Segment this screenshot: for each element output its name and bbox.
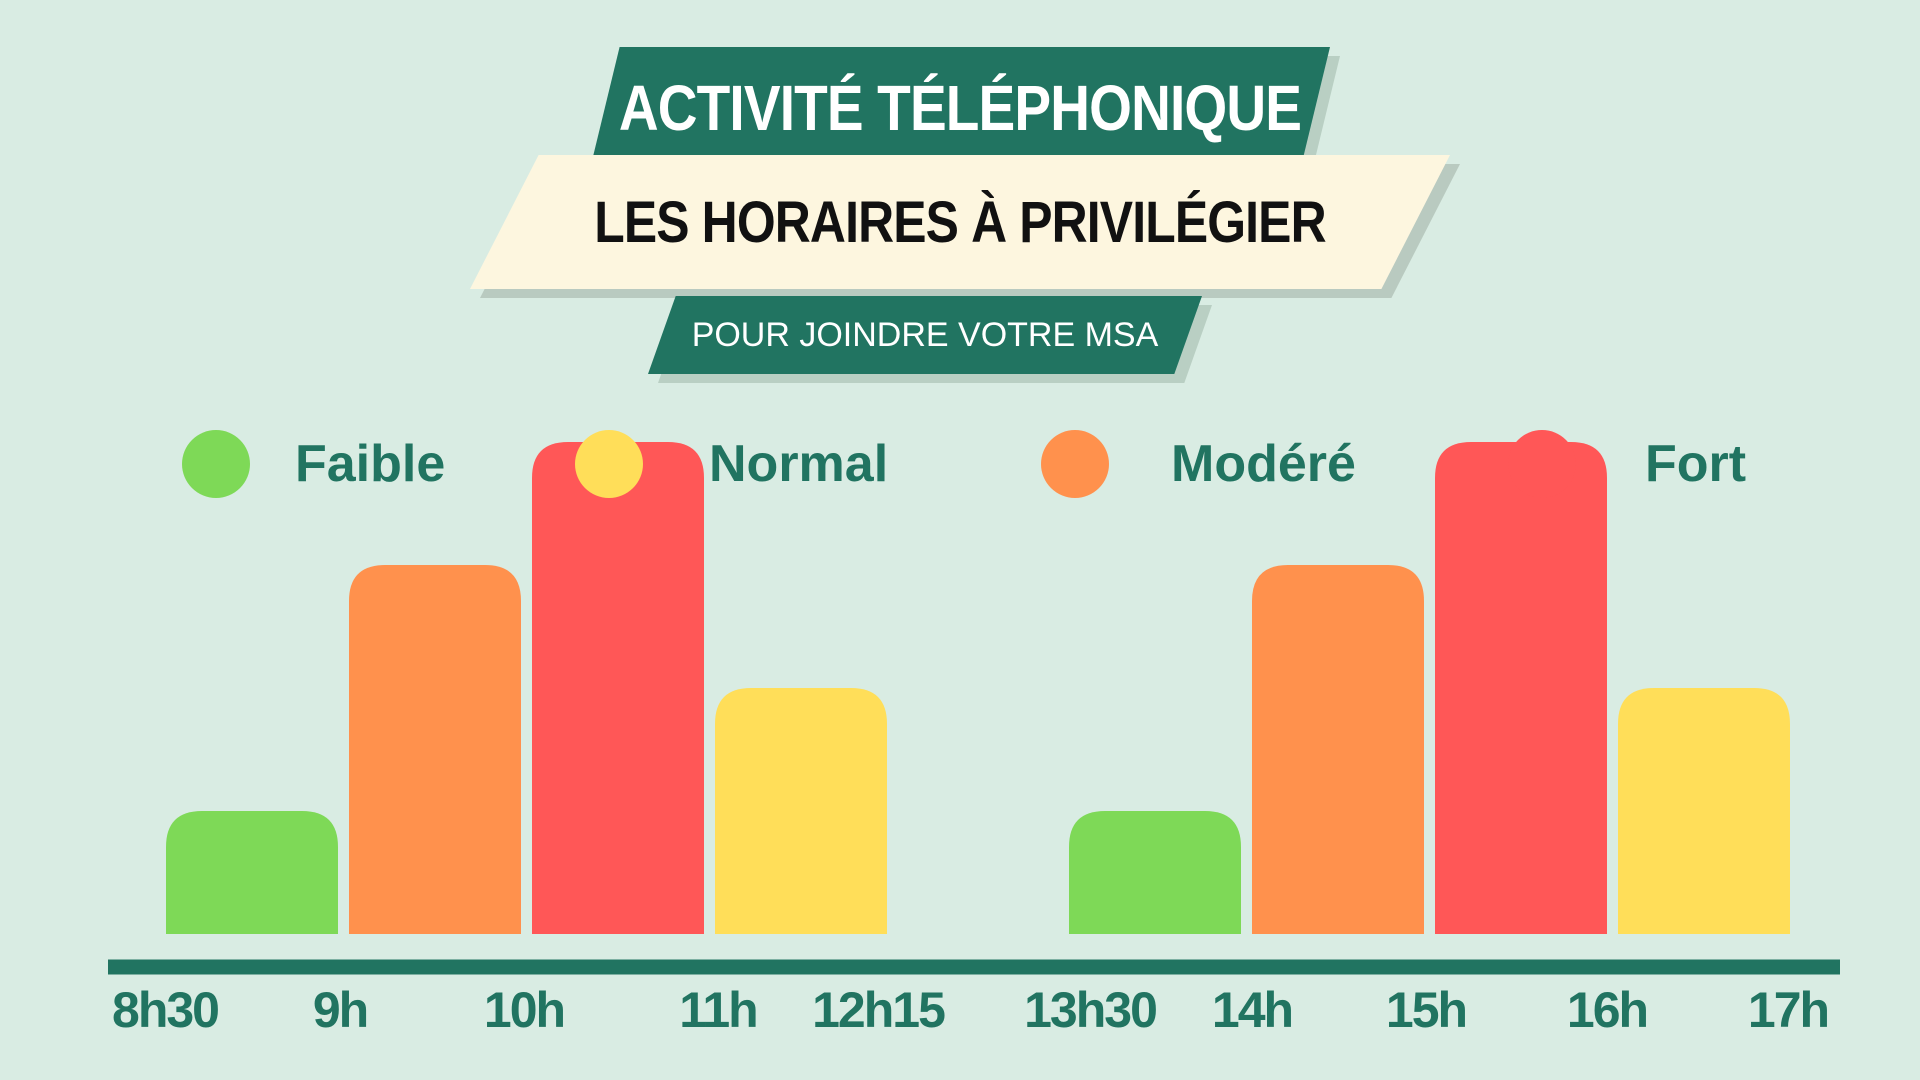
legend-dot-fort [1508,430,1576,498]
subtitle-banner: LES HORAIRES À PRIVILÉGIER [470,155,1460,298]
legend-label-fort: Fort [1645,435,1747,493]
legend-dot-normal [575,430,643,498]
bar-15h-16h-fort [1435,442,1607,934]
page-subtitle: LES HORAIRES À PRIVILÉGIER [594,189,1326,255]
tagline-banner: POUR JOINDRE VOTRE MSA [648,296,1212,383]
tick-label-10h: 10h [484,982,564,1038]
bar-16h-17h-normal [1618,688,1790,934]
bar-10h-11h-fort [532,442,704,934]
tick-label-17h: 17h [1748,982,1828,1038]
tagline: POUR JOINDRE VOTRE MSA [691,315,1159,354]
tick-label-13h30: 13h30 [1024,982,1156,1038]
tick-label-12h15: 12h15 [812,982,945,1038]
title-banner: ACTIVITÉ TÉLÉPHONIQUE [590,47,1340,178]
bar-11h-12h15-normal [715,688,887,934]
legend-label-normal: Normal [709,435,889,493]
legend-label-faible: Faible [295,435,446,493]
tick-label-8h30: 8h30 [112,982,218,1038]
bar-9h-10h-modere [349,565,521,934]
legend-dot-faible [182,430,250,498]
tick-label-14h: 14h [1212,982,1292,1038]
legend-dot-modere [1041,430,1109,498]
bar-8h30-9h-faible [166,811,338,934]
tick-label-16h: 16h [1567,982,1647,1038]
tick-labels: 8h30 9h 10h 11h 12h15 13h30 14h 15h 16h 17h [112,982,1830,1038]
bar-13h30-14h-faible [1069,811,1241,934]
tick-label-11h: 11h [679,982,756,1038]
bars-layer [166,442,1790,934]
page-title: ACTIVITÉ TÉLÉPHONIQUE [618,72,1302,144]
legend-label-modere: Modéré [1171,435,1356,493]
tick-label-9h: 9h [313,982,367,1038]
tick-label-15h: 15h [1386,982,1466,1038]
bar-14h-15h-modere [1252,565,1424,934]
